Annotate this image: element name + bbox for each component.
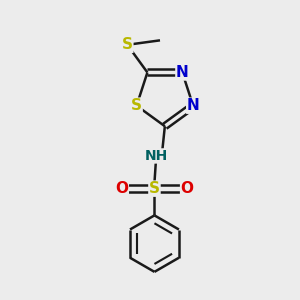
Text: O: O	[115, 181, 128, 196]
Text: N: N	[187, 98, 200, 113]
Text: S: S	[149, 181, 160, 196]
Text: N: N	[176, 65, 189, 80]
Text: S: S	[122, 37, 133, 52]
Text: O: O	[181, 181, 194, 196]
Text: NH: NH	[144, 149, 168, 163]
Text: S: S	[131, 98, 142, 113]
